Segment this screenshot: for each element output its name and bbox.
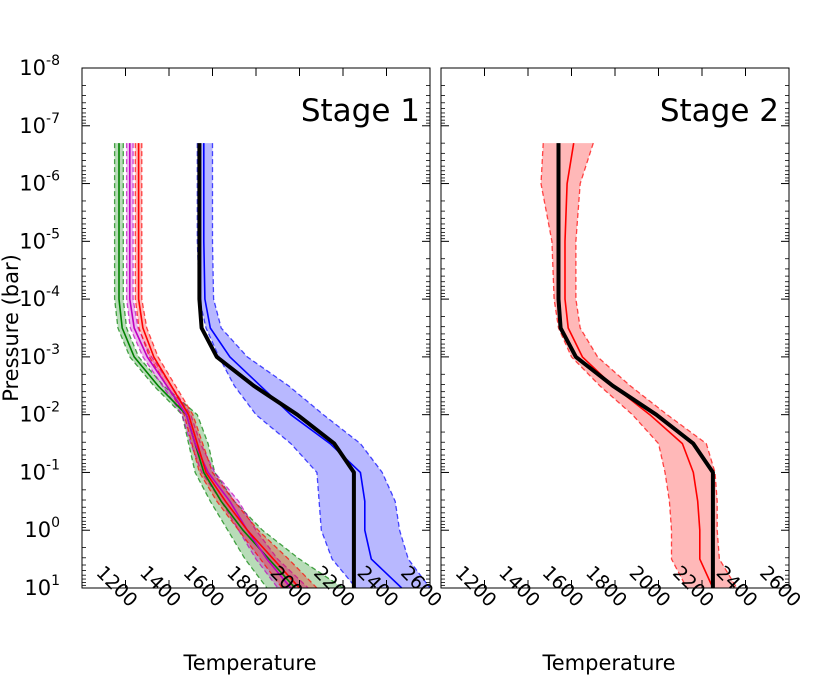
confidence-band-0 — [541, 143, 737, 588]
x-axis-label: Temperature — [182, 651, 316, 675]
x-tick-label: 2000 — [625, 562, 675, 612]
reference-profile-line — [197, 143, 356, 588]
y-tick-label: 10-7 — [19, 111, 60, 138]
plot-frame — [440, 67, 790, 589]
y-tick-label: 10-4 — [19, 284, 60, 311]
band-edge-2-1 — [141, 143, 318, 588]
y-tick-label: 10-6 — [19, 169, 60, 196]
panel-title: Stage 2 — [660, 93, 779, 129]
series-line-0 — [118, 143, 296, 588]
band-edge-0-0 — [540, 143, 688, 588]
y-axis-label: Pressure (bar) — [0, 254, 23, 402]
band-edge-1-0 — [125, 143, 279, 588]
x-tick-label: 1200 — [92, 562, 142, 612]
x-tick-label: 1200 — [451, 562, 501, 612]
plot-area — [540, 142, 738, 588]
y-tick-label: 10-2 — [19, 400, 60, 427]
confidence-band-3 — [197, 143, 430, 588]
band-edge-2-0 — [134, 143, 283, 588]
x-tick-label: 1400 — [135, 562, 185, 612]
y-tick-label: 100 — [24, 515, 60, 542]
y-tick-label: 10-8 — [19, 53, 60, 80]
panel-title: Stage 1 — [301, 93, 420, 129]
y-tick-label: 10-5 — [19, 226, 60, 253]
band-edge-3-1 — [211, 143, 430, 588]
y-tick-label: 101 — [24, 573, 60, 600]
x-tick-label: 2600 — [755, 562, 805, 612]
series-line-2 — [137, 143, 301, 588]
band-edge-0-1 — [575, 142, 738, 588]
x-tick-label: 1400 — [494, 562, 544, 612]
x-tick-label: 1600 — [538, 562, 588, 612]
x-axis-label: Temperature — [541, 651, 675, 675]
y-tick-label: 10-3 — [19, 342, 60, 369]
confidence-band-2 — [135, 143, 317, 588]
plot-area — [113, 143, 430, 588]
band-edge-1-1 — [132, 143, 309, 588]
x-tick-label: 1800 — [581, 562, 631, 612]
y-tick-label: 10-1 — [19, 457, 60, 484]
band-edge-0-0 — [113, 143, 268, 588]
y-axis-ticks: 101 100 10-1 10-2 10-3 10-4 10-5 10-6 10-7 10-8 — [19, 53, 60, 600]
reference-profile-line — [556, 143, 715, 588]
x-tick-label: 1600 — [179, 562, 229, 612]
